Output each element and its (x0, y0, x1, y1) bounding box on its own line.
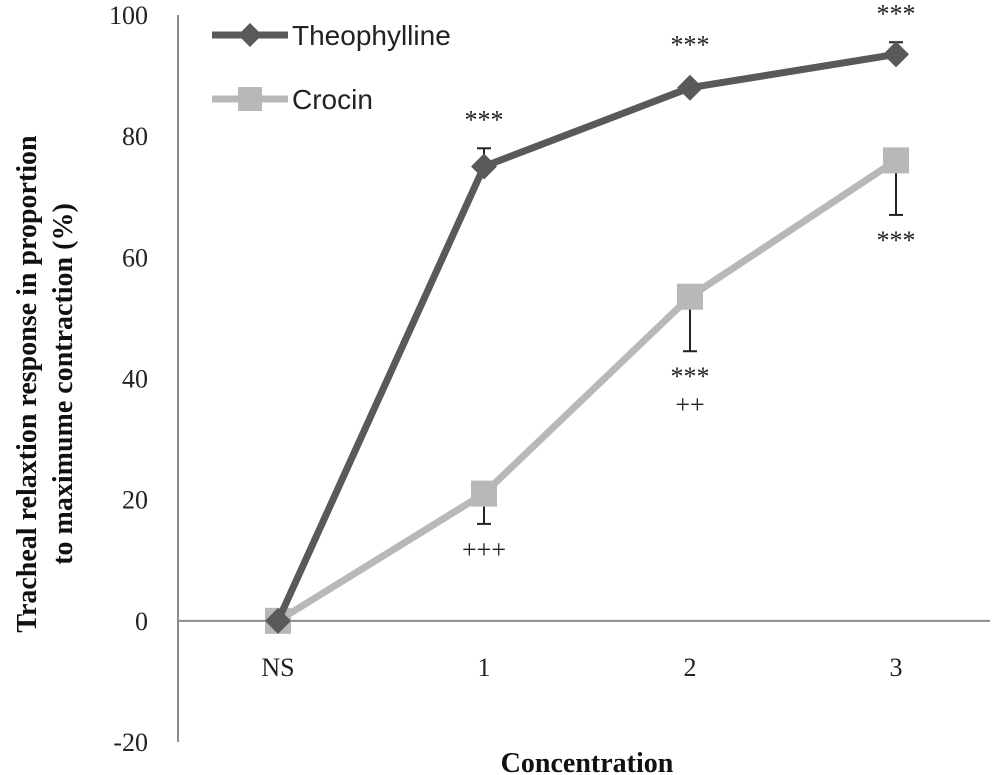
y-tick-label: -20 (113, 728, 148, 757)
legend: Theophylline Crocin (212, 20, 451, 115)
legend-marker (238, 23, 262, 47)
y-axis-title: Tracheal relaxtion response in proportio… (12, 135, 79, 633)
x-axis-title: Concentration (501, 748, 674, 775)
legend-marker (238, 87, 262, 111)
series-line (274, 50, 897, 623)
data-point-diamond (883, 41, 909, 68)
series-layer (265, 41, 909, 634)
significance-label: *** (671, 31, 710, 60)
y-axis-title-line: Tracheal relaxtion response in proportio… (12, 135, 43, 633)
y-tick-label: 80 (122, 122, 148, 151)
axes (177, 15, 990, 742)
data-point-square (471, 480, 497, 507)
data-point-diamond (677, 74, 703, 101)
annotations: *********+++***++*** (462, 0, 916, 564)
significance-label: *** (877, 226, 916, 255)
y-tick-label: 100 (109, 1, 148, 30)
y-tick-label: 0 (135, 607, 148, 636)
legend-item: Theophylline (212, 20, 451, 51)
significance-label: *** (465, 105, 504, 134)
y-tick-label: 60 (122, 243, 148, 272)
legend-label: Theophylline (292, 20, 451, 51)
x-tick-label: 2 (684, 653, 697, 682)
significance-label: *** (671, 362, 710, 391)
series-theophylline (265, 41, 909, 634)
data-point-diamond (265, 607, 291, 634)
series-line (276, 157, 898, 624)
significance-label: *** (877, 0, 916, 28)
y-tick-labels: 100 80 60 40 20 0 -20 (109, 1, 148, 757)
legend-label: Crocin (292, 84, 373, 115)
series-crocin (265, 147, 909, 634)
legend-item: Crocin (212, 84, 373, 115)
x-tick-label: 1 (478, 653, 491, 682)
y-tick-label: 40 (122, 365, 148, 394)
x-tick-label: 3 (890, 653, 903, 682)
data-point-diamond (471, 153, 497, 180)
x-tick-label: NS (261, 653, 294, 682)
data-point-square (883, 147, 909, 174)
y-axis-title-line: to maximume contraction (%) (48, 203, 79, 565)
significance-label: ++ (675, 390, 704, 419)
data-point-square (677, 283, 703, 310)
x-tick-labels: NS 1 2 3 (261, 653, 902, 682)
significance-label: +++ (462, 535, 506, 564)
y-tick-label: 20 (122, 486, 148, 515)
